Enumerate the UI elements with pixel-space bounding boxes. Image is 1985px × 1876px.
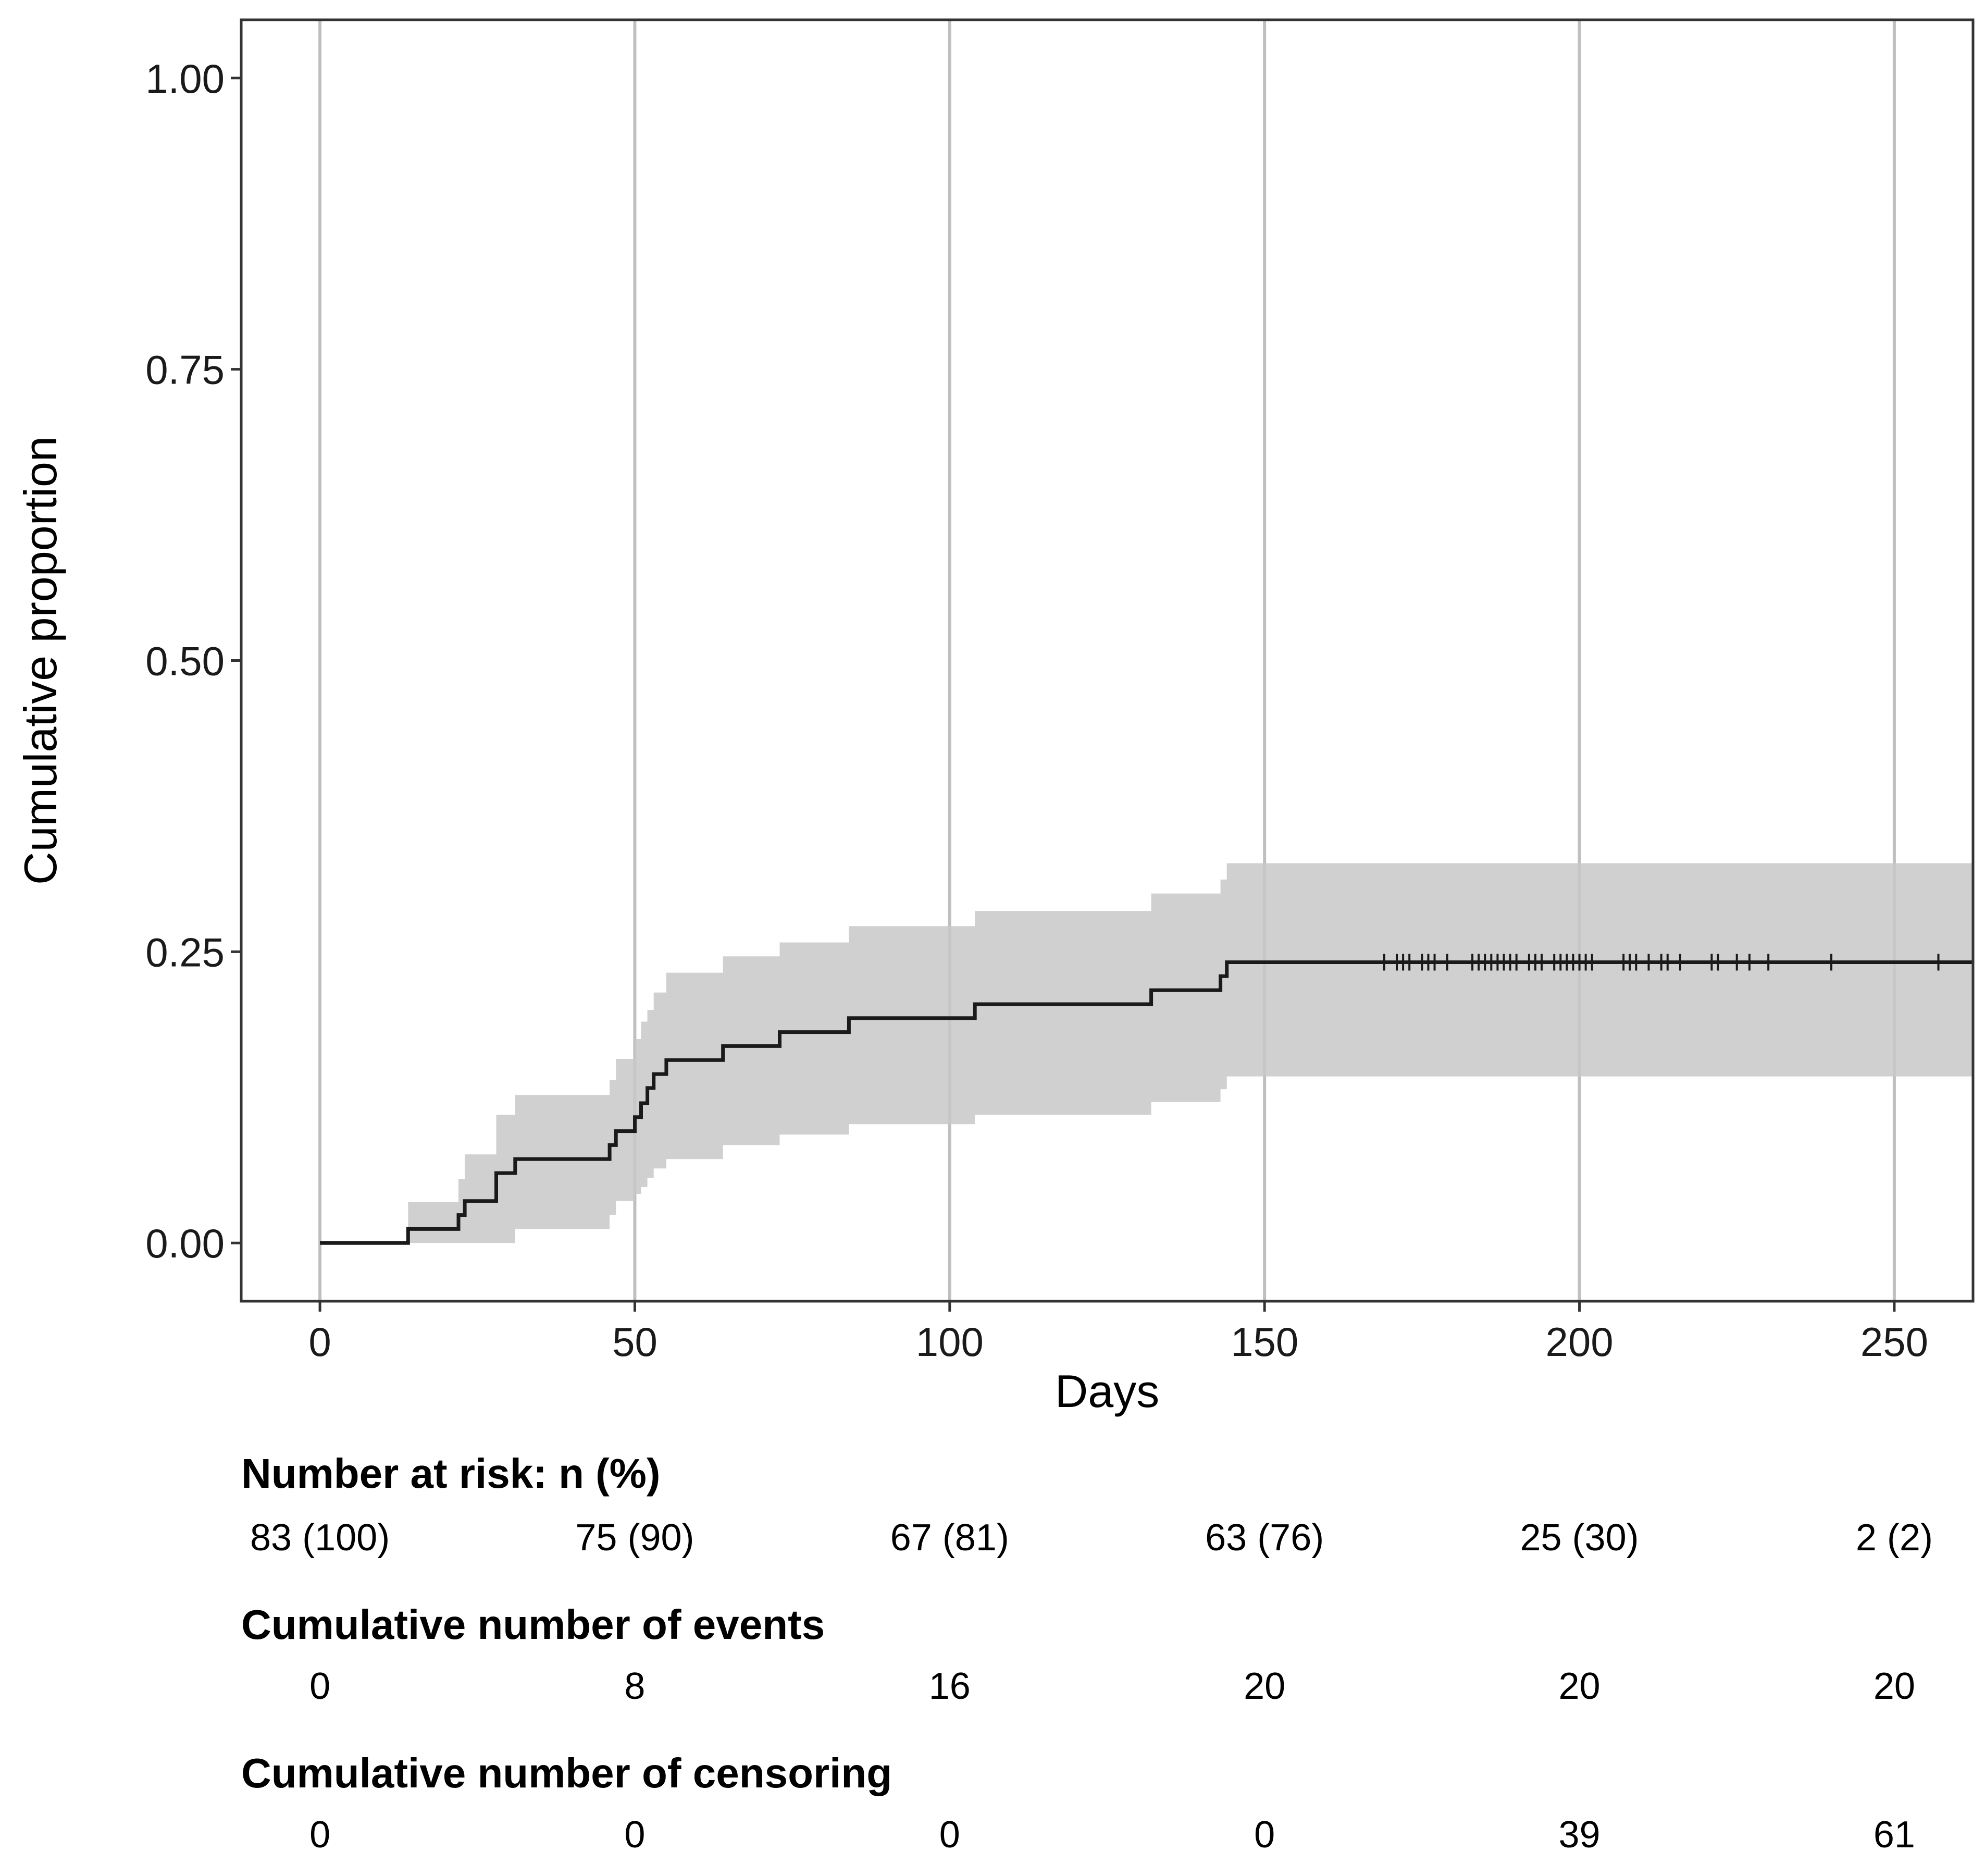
risk-table-cell: 67 (81) <box>890 1517 1009 1559</box>
risk-table-cell: 20 <box>1874 1665 1915 1707</box>
curve-layer <box>320 960 1973 1245</box>
risk-table-heading: Cumulative number of events <box>241 1601 825 1648</box>
x-tick-label: 100 <box>916 1319 984 1365</box>
y-tick-label: 0.50 <box>145 638 225 684</box>
risk-table-cell: 2 (2) <box>1856 1517 1933 1559</box>
risk-table-cell: 20 <box>1244 1665 1285 1707</box>
risk-table-cell: 8 <box>624 1665 645 1707</box>
risk-table-cell: 63 (76) <box>1205 1517 1324 1559</box>
risk-table-cell: 16 <box>929 1665 971 1707</box>
risk-table-cell: 83 (100) <box>250 1517 390 1559</box>
y-axis-title: Cumulative proportion <box>15 436 66 885</box>
x-tick-label: 250 <box>1860 1319 1928 1365</box>
x-axis: 0 50 100 150 200 250 <box>308 1301 1928 1365</box>
risk-table-cell: 39 <box>1558 1814 1600 1856</box>
risk-table-cell: 61 <box>1874 1814 1915 1856</box>
risk-table-cell: 0 <box>939 1814 960 1856</box>
risk-table-cell: 75 (90) <box>575 1517 694 1559</box>
risk-table: Number at risk: n (%) 83 (100) 75 (90) 67 (… <box>241 1450 1933 1856</box>
x-tick-label: 50 <box>612 1319 657 1365</box>
y-tick-label: 0.25 <box>145 929 225 975</box>
risk-table-cell: 0 <box>309 1814 330 1856</box>
censor-marks <box>1383 954 1940 971</box>
y-tick-label: 0.75 <box>145 347 225 393</box>
x-axis-title: Days <box>1055 1365 1160 1417</box>
y-axis: 0.00 0.25 0.50 0.75 1.00 <box>145 56 241 1266</box>
risk-table-heading: Number at risk: n (%) <box>241 1450 661 1497</box>
risk-table-cell: 20 <box>1558 1665 1600 1707</box>
x-tick-label: 150 <box>1231 1319 1298 1365</box>
risk-table-cell: 0 <box>309 1665 330 1707</box>
risk-table-cell: 25 (30) <box>1520 1517 1639 1559</box>
risk-table-cell: 0 <box>624 1814 645 1856</box>
y-tick-label: 1.00 <box>145 56 225 102</box>
x-tick-label: 200 <box>1545 1319 1613 1365</box>
vertical-gridlines <box>318 20 1896 1301</box>
x-tick-label: 0 <box>308 1319 331 1365</box>
risk-table-cell: 0 <box>1254 1814 1275 1856</box>
risk-table-heading: Cumulative number of censoring <box>241 1750 892 1796</box>
cumulative-incidence-curve <box>320 960 1973 1245</box>
y-tick-label: 0.00 <box>145 1220 225 1266</box>
